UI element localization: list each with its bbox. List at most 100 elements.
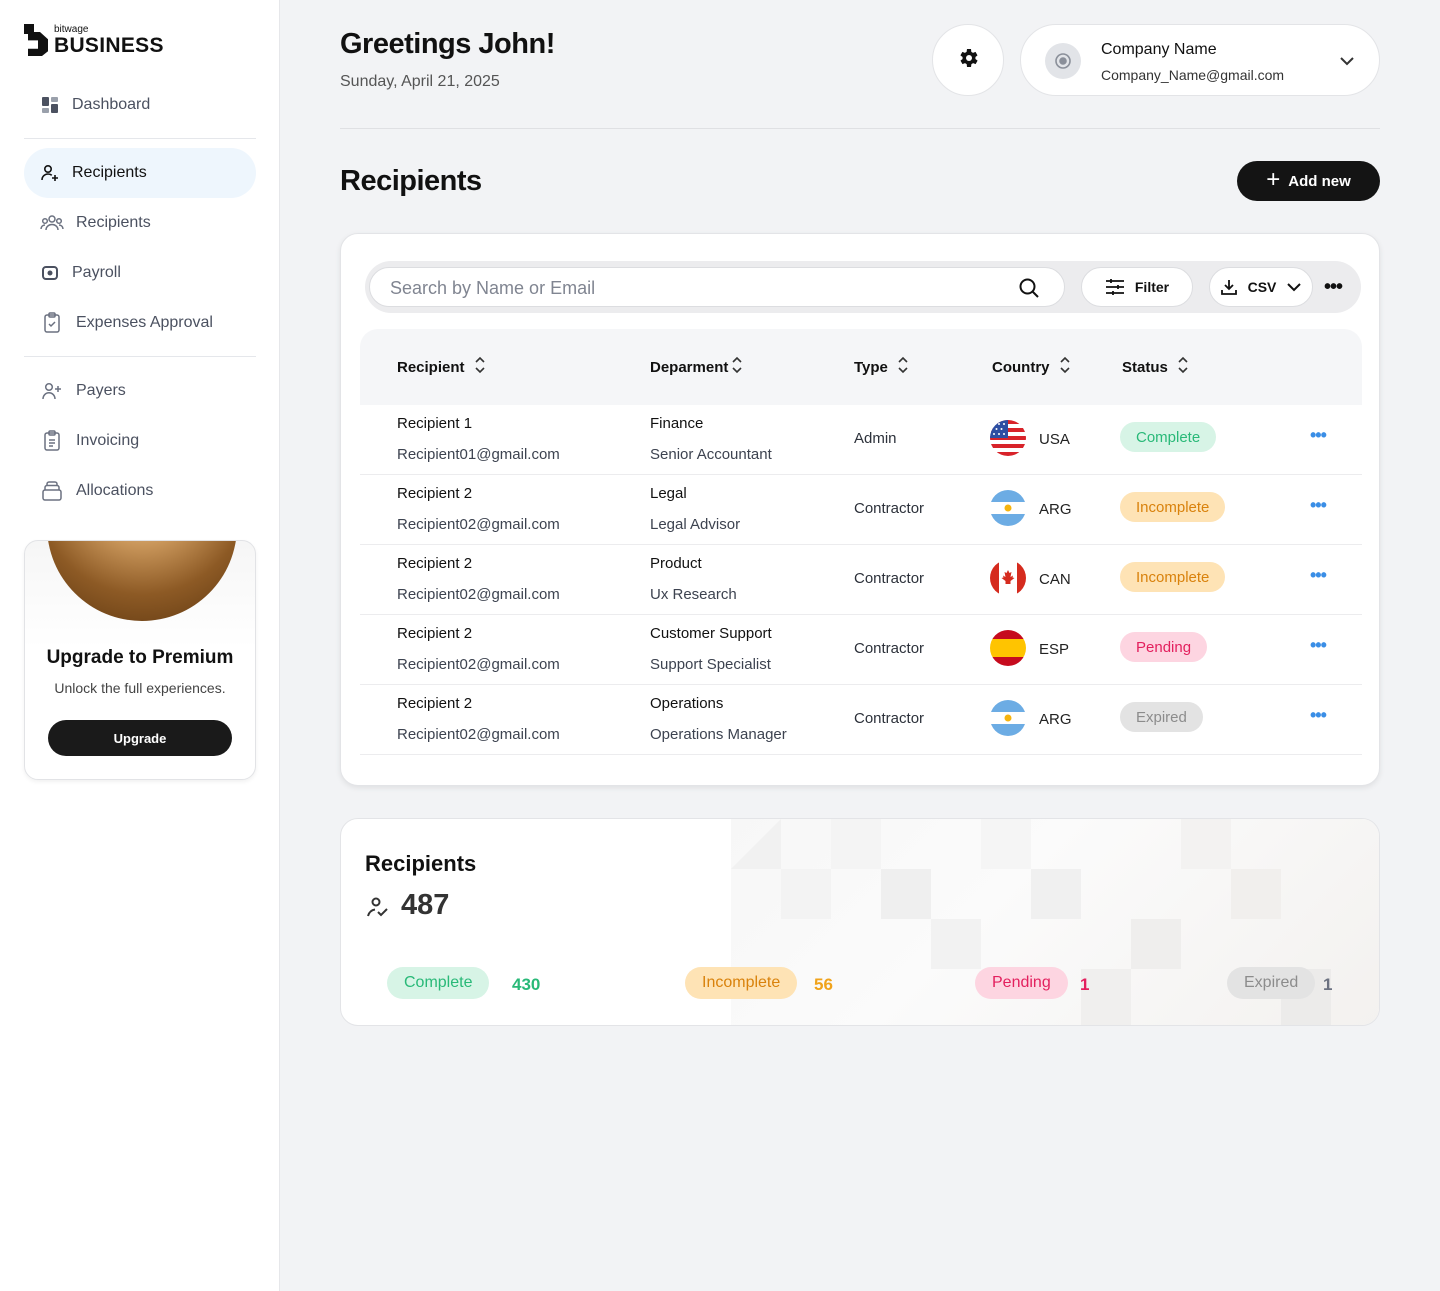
upgrade-button[interactable]: Upgrade — [48, 720, 232, 756]
country-code: ARG — [1039, 501, 1072, 518]
sort-icon — [1178, 356, 1188, 378]
download-icon — [1220, 278, 1238, 296]
group-icon — [40, 213, 64, 233]
gear-icon — [956, 46, 980, 75]
account-name: Company Name — [1101, 41, 1217, 58]
pending-count: 1 — [1080, 975, 1090, 994]
table-row[interactable]: Recipient 2 Recipient02@gmail.com Legal … — [360, 475, 1362, 545]
recipient-email: Recipient02@gmail.com — [397, 516, 560, 533]
filter-button[interactable]: Filter — [1081, 267, 1193, 307]
search-icon[interactable] — [1018, 277, 1040, 304]
row-more-options-icon[interactable]: ••• — [1310, 565, 1327, 585]
row-more-options-icon[interactable]: ••• — [1310, 495, 1327, 515]
department-name: Finance — [650, 415, 704, 432]
brand-logo[interactable]: bitwage BUSINESS — [24, 24, 164, 56]
sidebar-item-payroll[interactable]: Payroll — [24, 248, 256, 298]
csv-export-button[interactable]: CSV — [1209, 267, 1313, 307]
sidebar-item-label: Payers — [76, 382, 126, 399]
bitwage-logo-icon — [24, 24, 48, 56]
table-row[interactable]: Recipient 2 Recipient02@gmail.com Custom… — [360, 615, 1362, 685]
sidebar-item-label: Allocations — [76, 482, 154, 499]
invoice-icon — [40, 430, 64, 451]
payroll-icon — [40, 263, 60, 283]
account-switcher[interactable]: Company Name Company_Name@gmail.com — [1020, 24, 1380, 96]
row-more-options-icon[interactable]: ••• — [1310, 425, 1327, 445]
table-row[interactable]: Recipient 2 Recipient02@gmail.com Produc… — [360, 545, 1362, 615]
expired-status-badge: Expired — [1227, 967, 1316, 999]
settings-button[interactable] — [932, 24, 1004, 96]
recipient-name: Recipient 2 — [397, 555, 473, 572]
complete-count: 430 — [512, 975, 541, 994]
department-name: Customer Support — [650, 625, 772, 642]
sidebar-item-invoicing[interactable]: Invoicing — [24, 416, 256, 466]
column-header-department[interactable]: Deparment — [650, 356, 742, 378]
dashboard-icon — [40, 95, 60, 115]
status-badge: Pending — [1120, 632, 1208, 662]
canada-flag-icon — [990, 560, 1026, 596]
status-badge: Complete — [1120, 422, 1217, 452]
sidebar-item-expenses-approval[interactable]: Expenses Approval — [24, 298, 256, 348]
csv-label: CSV — [1247, 279, 1277, 295]
job-title: Operations Manager — [650, 726, 787, 743]
recipients-summary-card: Recipients 487 Complete 430 Incomplete 5… — [340, 818, 1380, 1026]
table-header: Recipient Deparment Type Country Status — [360, 329, 1362, 405]
sidebar-item-label: Payroll — [72, 264, 121, 281]
column-header-type[interactable]: Type — [854, 356, 908, 378]
column-header-recipient[interactable]: Recipient — [397, 356, 485, 378]
table-row[interactable]: Recipient 2 Recipient02@gmail.com Operat… — [360, 685, 1362, 755]
sidebar-item-allocations[interactable]: Allocations — [24, 466, 256, 516]
current-date: Sunday, April 21, 2025 — [340, 73, 500, 90]
recipient-type: Admin — [854, 430, 897, 447]
row-more-options-icon[interactable]: ••• — [1310, 635, 1327, 655]
search-box — [369, 267, 1065, 307]
add-new-button[interactable]: + Add new — [1237, 161, 1380, 201]
sidebar-divider — [24, 356, 256, 357]
brand-small-text: bitwage — [54, 24, 89, 35]
total-recipients-count: 487 — [401, 889, 450, 921]
column-header-status[interactable]: Status — [1122, 356, 1188, 378]
search-input[interactable] — [390, 274, 1010, 302]
sort-icon — [898, 356, 908, 378]
recipient-email: Recipient02@gmail.com — [397, 656, 560, 673]
sidebar-item-dashboard[interactable]: Dashboard — [24, 80, 256, 130]
plus-icon: + — [1266, 165, 1281, 193]
filter-label: Filter — [1134, 279, 1170, 295]
table-row[interactable]: Recipient 1 Recipient01@gmail.com Financ… — [360, 405, 1362, 475]
brand-name: BUSINESS — [54, 34, 164, 57]
globe-illustration — [47, 541, 237, 621]
country-code: USA — [1039, 431, 1070, 448]
country-code: ESP — [1039, 641, 1070, 658]
sidebar-item-payers[interactable]: Payers — [24, 366, 256, 416]
avatar — [1045, 43, 1081, 79]
greeting-title: Greetings John! — [340, 28, 555, 60]
sidebar-item-label: Invoicing — [76, 432, 140, 449]
country-code: CAN — [1039, 571, 1071, 588]
sidebar-item-recipients[interactable]: Recipients — [24, 198, 256, 248]
promo-title: Upgrade to Premium — [46, 647, 234, 668]
argentina-flag-icon — [990, 490, 1026, 526]
pending-status-badge: Pending — [975, 967, 1068, 999]
expired-count: 1 — [1323, 975, 1333, 994]
allocations-icon — [40, 481, 64, 501]
incomplete-count: 56 — [814, 975, 833, 994]
sidebar-item-recipients-active[interactable]: Recipients — [24, 148, 256, 198]
sidebar: bitwage BUSINESS Dashboard Recipients Re… — [0, 0, 280, 1291]
clipboard-check-icon — [40, 312, 64, 333]
row-more-options-icon[interactable]: ••• — [1310, 705, 1327, 725]
department-name: Operations — [650, 695, 724, 712]
more-options-icon[interactable]: ••• — [1323, 275, 1343, 298]
chevron-down-icon — [1286, 279, 1302, 295]
sidebar-divider — [24, 138, 256, 139]
add-new-label: Add new — [1288, 172, 1351, 190]
complete-status-badge: Complete — [387, 967, 490, 999]
usa-flag-icon — [990, 420, 1026, 456]
country-code: ARG — [1039, 711, 1072, 728]
sort-icon — [732, 356, 742, 378]
argentina-flag-icon — [990, 700, 1026, 736]
column-header-country[interactable]: Country — [992, 356, 1070, 378]
recipient-type: Contractor — [854, 710, 925, 727]
recipient-type: Contractor — [854, 570, 925, 587]
status-badge: Incomplete — [1120, 562, 1226, 592]
recipient-name: Recipient 2 — [397, 485, 473, 502]
recipient-name: Recipient 2 — [397, 695, 473, 712]
